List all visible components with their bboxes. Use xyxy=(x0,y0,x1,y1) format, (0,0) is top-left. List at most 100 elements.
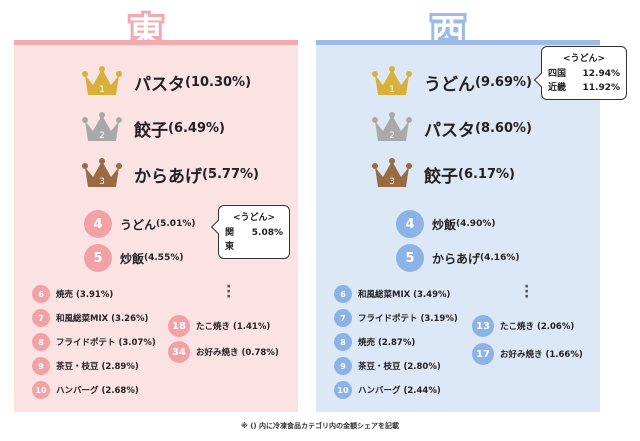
ellipsis-dots: · · · xyxy=(524,279,530,305)
rank-circle: 13 xyxy=(472,315,494,337)
rank-number: 2 xyxy=(99,131,105,141)
callout-row: 関東 5.08% xyxy=(225,228,283,252)
rank-circle: 9 xyxy=(334,357,352,375)
dish-label: お好み焼き (0.78%) xyxy=(196,348,279,358)
east-rank-6: 6 焼売 (3.91%) xyxy=(32,285,113,303)
dish-share: (4.55%) xyxy=(144,253,184,263)
west-rank-10: 10 ハンバーグ (2.44%) xyxy=(334,381,441,399)
rank-number: 2 xyxy=(389,131,395,141)
dish-label: 和風総菜MIX (3.49%) xyxy=(358,290,451,300)
dish-label: たこ焼き (2.06%) xyxy=(500,322,575,332)
east-rank-5: 5 炒飯 (4.55%) xyxy=(84,244,183,272)
rank-circle: 6 xyxy=(32,285,50,303)
gold-crown-icon: 1 xyxy=(372,66,412,95)
rank-circle: 9 xyxy=(32,357,50,375)
dish-label: 和風総菜MIX (3.26%) xyxy=(56,314,149,324)
rank-circle: 6 xyxy=(334,285,352,303)
dish-label: 茶豆・枝豆 (2.89%) xyxy=(56,362,139,372)
east-rank-7: 7 和風総菜MIX (3.26%) xyxy=(32,309,148,327)
dish-label: お好み焼き (1.66%) xyxy=(500,350,583,360)
rank-number: 1 xyxy=(389,85,395,95)
rank-circle: 18 xyxy=(168,315,190,337)
rank-circle: 5 xyxy=(84,244,112,272)
callout-title: <うどん> xyxy=(562,54,606,64)
dish-name: パスタ xyxy=(134,74,185,95)
rank-circle: 7 xyxy=(32,309,50,327)
callout-title: <うどん> xyxy=(232,213,276,223)
dish-name: 炒飯 xyxy=(120,251,145,266)
dish-share: (4.90%) xyxy=(456,219,496,229)
west-rank-8: 8 焼売 (2.87%) xyxy=(334,333,415,351)
dish-share: (5.77%) xyxy=(202,166,259,182)
silver-crown-icon: 2 xyxy=(372,112,412,141)
dish-share: (5.01%) xyxy=(156,219,196,229)
rank-number: 1 xyxy=(99,85,105,95)
dish-label: 焼売 (3.91%) xyxy=(56,290,114,300)
dish-label: たこ焼き (1.41%) xyxy=(196,322,271,332)
west-rank-7: 7 フライドポテト (3.19%) xyxy=(334,309,458,327)
west-panel: 1 うどん (9.69%) 2 パスタ (8.60%) 3 餃子 (6.17%)… xyxy=(316,40,600,412)
dish-share: (6.49%) xyxy=(168,120,225,136)
dish-name: 餃子 xyxy=(134,120,168,141)
west-rank-1: 1 うどん (9.69%) xyxy=(372,65,532,99)
east-panel: 1 パスタ (10.30%) 2 餃子 (6.49%) 3 からあげ (5.77… xyxy=(14,40,298,412)
rank-circle: 4 xyxy=(396,210,424,238)
dish-name: 餃子 xyxy=(424,166,458,187)
rank-circle: 7 xyxy=(334,309,352,327)
bronze-crown-icon: 3 xyxy=(372,158,412,187)
east-udon-callout: <うどん> 関東 5.08% xyxy=(210,205,290,259)
dish-label: 焼売 (2.87%) xyxy=(358,338,416,348)
dish-label: フライドポテト (3.19%) xyxy=(358,314,458,324)
dish-label: ハンバーグ (2.44%) xyxy=(358,386,441,396)
rank-circle: 8 xyxy=(334,333,352,351)
rank-circle: 4 xyxy=(84,210,112,238)
rank-circle: 8 xyxy=(32,333,50,351)
dish-share: (6.17%) xyxy=(458,166,515,182)
footnote: ※ () 内に冷凍食品カテゴリ内の金額シェアを記載 xyxy=(240,422,400,430)
rank-circle: 10 xyxy=(334,381,352,399)
dish-share: (4.16%) xyxy=(480,253,520,263)
silver-crown-icon: 2 xyxy=(82,112,122,141)
west-udon-callout: <うどん> 四国 12.94% 近畿 11.92% xyxy=(533,46,627,100)
west-rank-6: 6 和風総菜MIX (3.49%) xyxy=(334,285,450,303)
east-rank-18: 18 たこ焼き (1.41%) xyxy=(168,315,270,337)
rank-number: 3 xyxy=(389,177,395,187)
east-rank-4: 4 うどん (5.01%) xyxy=(84,210,195,238)
dish-label: 茶豆・枝豆 (2.80%) xyxy=(358,362,441,372)
west-rank-4: 4 炒飯 (4.90%) xyxy=(396,210,495,238)
east-rank-3: 3 からあげ (5.77%) xyxy=(82,157,259,191)
rank-circle: 5 xyxy=(396,244,424,272)
east-rank-1: 1 パスタ (10.30%) xyxy=(82,65,251,99)
rank-number: 3 xyxy=(99,177,105,187)
east-rank-2: 2 餃子 (6.49%) xyxy=(82,111,225,145)
west-rank-17: 17 お好み焼き (1.66%) xyxy=(472,343,583,365)
dish-share: (9.69%) xyxy=(475,74,532,90)
callout-row: 近畿 11.92% xyxy=(548,83,620,93)
west-rank-5: 5 からあげ (4.16%) xyxy=(396,244,519,272)
east-rank-34: 34 お好み焼き (0.78%) xyxy=(168,341,279,363)
gold-crown-icon: 1 xyxy=(82,66,122,95)
dish-name: からあげ xyxy=(134,166,202,187)
bronze-crown-icon: 3 xyxy=(82,158,122,187)
west-rank-3: 3 餃子 (6.17%) xyxy=(372,157,515,191)
east-rank-10: 10 ハンバーグ (2.68%) xyxy=(32,381,139,399)
dish-name: からあげ xyxy=(432,251,481,266)
east-rank-8: 8 フライドポテト (3.07%) xyxy=(32,333,156,351)
dish-label: ハンバーグ (2.68%) xyxy=(56,386,139,396)
rank-circle: 17 xyxy=(472,343,494,365)
dish-share: (8.60%) xyxy=(475,120,532,136)
rank-circle: 34 xyxy=(168,341,190,363)
dish-label: フライドポテト (3.07%) xyxy=(56,338,156,348)
dish-name: うどん xyxy=(120,217,157,232)
east-rank-9: 9 茶豆・枝豆 (2.89%) xyxy=(32,357,139,375)
ellipsis-dots: · · · xyxy=(226,279,232,305)
west-rank-9: 9 茶豆・枝豆 (2.80%) xyxy=(334,357,441,375)
dish-name: 炒飯 xyxy=(432,217,457,232)
dish-name: パスタ xyxy=(424,120,475,141)
dish-share: (10.30%) xyxy=(185,74,252,90)
dish-name: うどん xyxy=(424,74,475,95)
west-rank-2: 2 パスタ (8.60%) xyxy=(372,111,532,145)
callout-row: 四国 12.94% xyxy=(548,69,620,79)
west-rank-13: 13 たこ焼き (2.06%) xyxy=(472,315,574,337)
rank-circle: 10 xyxy=(32,381,50,399)
